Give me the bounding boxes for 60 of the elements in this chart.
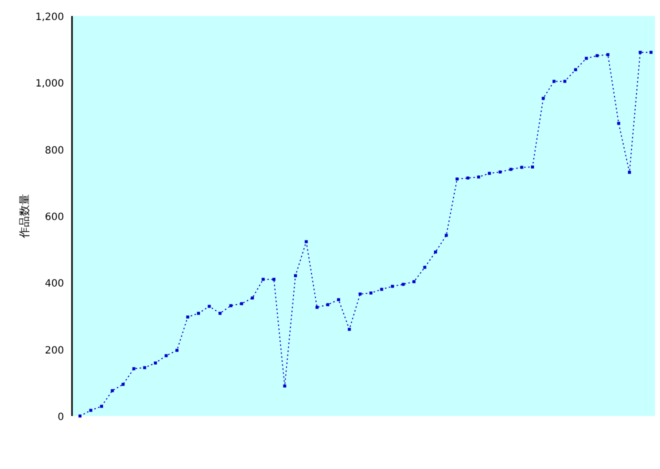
point	[250, 296, 254, 300]
point	[584, 56, 588, 60]
point	[488, 172, 491, 175]
point	[143, 366, 146, 370]
y-tick-label: 200	[44, 345, 64, 356]
point	[337, 298, 340, 302]
y-tick-label: 0	[58, 412, 64, 423]
point	[369, 292, 372, 294]
point	[208, 304, 211, 308]
point	[175, 348, 178, 352]
y-tick-label: 800	[44, 145, 64, 156]
point	[466, 176, 470, 180]
point	[596, 54, 599, 58]
point	[348, 328, 351, 331]
point	[164, 354, 168, 358]
point	[638, 50, 642, 54]
point	[122, 382, 125, 386]
point	[412, 280, 416, 284]
point	[456, 178, 459, 180]
point	[444, 234, 448, 237]
point	[316, 306, 319, 309]
point	[100, 404, 104, 408]
point	[628, 170, 631, 174]
point	[477, 176, 480, 178]
point	[423, 266, 426, 269]
point	[390, 284, 394, 288]
point	[89, 408, 92, 412]
point	[509, 168, 512, 171]
point	[650, 50, 652, 54]
y-tick-label: 1,200	[35, 12, 64, 23]
point	[542, 96, 545, 100]
point	[240, 302, 244, 306]
point	[154, 362, 157, 364]
point	[132, 367, 136, 370]
point	[380, 288, 384, 291]
point	[358, 292, 362, 296]
point	[552, 80, 556, 83]
point	[186, 316, 190, 318]
point	[520, 166, 524, 169]
y-axis-title: 作品数量	[18, 194, 31, 239]
y-tick-label: 1,000	[35, 78, 64, 90]
point	[229, 304, 232, 308]
point	[262, 278, 265, 281]
point	[294, 274, 297, 278]
point	[563, 80, 566, 83]
point	[606, 53, 610, 56]
point	[283, 384, 286, 388]
point	[498, 170, 502, 174]
y-tick-label: 600	[44, 212, 64, 223]
point	[326, 303, 330, 306]
point	[402, 282, 405, 286]
point	[304, 240, 308, 244]
y-tick-label: 400	[44, 278, 64, 290]
point	[617, 122, 620, 125]
point	[272, 278, 276, 281]
point	[574, 68, 578, 72]
point	[218, 312, 222, 315]
point	[434, 250, 438, 254]
point	[197, 312, 200, 315]
point	[110, 389, 114, 392]
